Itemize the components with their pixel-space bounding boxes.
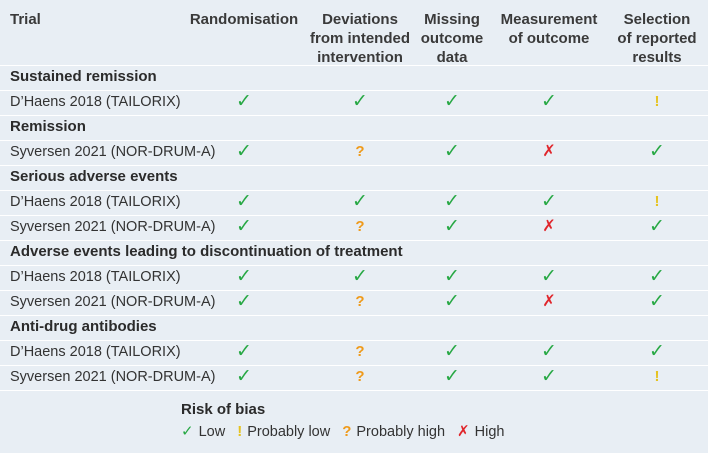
check-icon: ✓ [236,291,252,312]
exclamation-icon: ! [654,93,660,110]
check-icon: ✓ [444,266,460,287]
question-icon: ? [342,423,352,440]
table-row: Syversen 2021 (NOR-DRUM-A) ✓? ✓ ✓! [0,365,708,389]
legend-label: Low [198,424,226,440]
row-divider [0,340,708,341]
check-icon: ✓ [541,266,557,287]
legend-label: High [474,424,505,440]
trial-name: Syversen 2021 (NOR-DRUM-A) [10,294,216,310]
check-icon: ✓ [541,91,557,112]
check-icon: ✓ [352,191,368,212]
check-icon: ✓ [181,423,194,440]
check-icon: ✓ [236,266,252,287]
table-row: Syversen 2021 (NOR-DRUM-A) ✓? ✓ ✗ ✓ [0,140,708,164]
legend-label: Probably high [356,424,446,440]
table-row: D’Haens 2018 (TAILORIX) ✓? ✓ ✓ ✓ [0,340,708,364]
row-divider [0,215,708,216]
row-divider [0,240,708,241]
check-icon: ✓ [541,366,557,387]
trial-name: D’Haens 2018 (TAILORIX) [10,344,181,360]
check-icon: ✓ [541,341,557,362]
check-icon: ✓ [236,91,252,112]
trial-column-header: Trial [10,11,41,28]
check-icon: ✓ [444,366,460,387]
row-divider [0,165,708,166]
exclamation-icon: ! [654,368,660,385]
question-icon: ? [355,143,365,160]
row-divider [0,265,708,266]
question-icon: ? [355,343,365,360]
table-row: D’Haens 2018 (TAILORIX) ✓ ✓ ✓ ✓ ✓ [0,265,708,289]
question-icon: ? [355,368,365,385]
check-icon: ✓ [649,216,665,237]
section-title: Adverse events leading to discontinuatio… [10,243,403,260]
trial-name: D’Haens 2018 (TAILORIX) [10,94,181,110]
legend: ✓ Low! Probably low? Probably high ✗ High [181,422,516,442]
check-icon: ✓ [236,191,252,212]
check-icon: ✓ [352,266,368,287]
section-title: Sustained remission [10,68,157,85]
section-title: Anti-drug antibodies [10,318,157,335]
table-row: Syversen 2021 (NOR-DRUM-A) ✓? ✓ ✗ ✓ [0,290,708,314]
header-randomisation: Randomisation [189,11,299,28]
trial-name: Syversen 2021 (NOR-DRUM-A) [10,369,216,385]
section-title: Remission [10,118,86,135]
section-title: Serious adverse events [10,168,178,185]
legend-item: ✓ Low [181,422,225,440]
legend-item: ? Probably high [342,423,445,440]
cross-icon: ✗ [457,423,470,440]
legend-title: Risk of bias [181,401,266,418]
check-icon: ✓ [236,141,252,162]
row-divider [0,315,708,316]
check-icon: ✓ [236,366,252,387]
trial-name: D’Haens 2018 (TAILORIX) [10,194,181,210]
trial-name: D’Haens 2018 (TAILORIX) [10,269,181,285]
exclamation-icon: ! [237,423,243,440]
trial-name: Syversen 2021 (NOR-DRUM-A) [10,144,216,160]
check-icon: ✓ [236,341,252,362]
table-row: D’Haens 2018 (TAILORIX) ✓ ✓ ✓ ✓! [0,190,708,214]
cross-icon: ✗ [542,218,556,235]
row-divider [0,115,708,116]
row-divider [0,140,708,141]
cross-icon: ✗ [542,143,556,160]
cross-icon: ✗ [542,293,556,310]
question-icon: ? [355,218,365,235]
check-icon: ✓ [444,141,460,162]
check-icon: ✓ [444,91,460,112]
check-icon: ✓ [649,291,665,312]
row-divider [0,90,708,91]
trial-name: Syversen 2021 (NOR-DRUM-A) [10,219,216,235]
row-divider [0,390,708,391]
check-icon: ✓ [352,91,368,112]
header-measurement-of-outcome: Measurement of outcome [500,11,598,47]
row-divider [0,65,708,66]
header-deviations: Deviations from intended intervention [310,11,410,66]
question-icon: ? [355,293,365,310]
check-icon: ✓ [444,191,460,212]
exclamation-icon: ! [654,193,660,210]
check-icon: ✓ [444,291,460,312]
header-selection-of-reported-results: Selection of reported results [617,11,697,66]
row-divider [0,365,708,366]
table-row: Syversen 2021 (NOR-DRUM-A) ✓? ✓ ✗ ✓ [0,215,708,239]
check-icon: ✓ [649,141,665,162]
legend-item: ✗ High [457,422,504,440]
check-icon: ✓ [649,341,665,362]
check-icon: ✓ [541,191,557,212]
table-row: D’Haens 2018 (TAILORIX) ✓ ✓ ✓ ✓! [0,90,708,114]
legend-label: Probably low [247,424,331,440]
check-icon: ✓ [649,266,665,287]
check-icon: ✓ [444,216,460,237]
check-icon: ✓ [236,216,252,237]
check-icon: ✓ [444,341,460,362]
header-missing-outcome-data: Missing outcome data [420,11,484,66]
row-divider [0,290,708,291]
row-divider [0,190,708,191]
legend-item: ! Probably low [237,423,330,440]
